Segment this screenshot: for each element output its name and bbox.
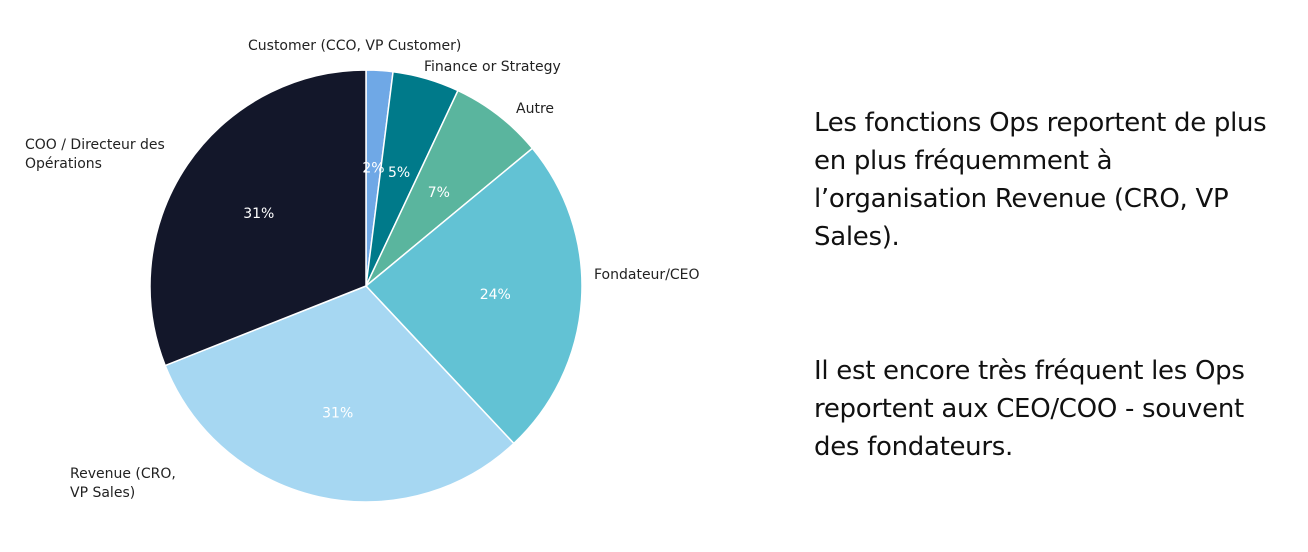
pie-category-label-line: Revenue (CRO, (70, 466, 176, 482)
pie-category-label-line: COO / Directeur des (25, 137, 165, 153)
pie-category-label-line: Autre (516, 101, 554, 117)
note-ceo-coo-reporting: Il est encore très fréquent les Ops repo… (814, 356, 1245, 462)
pie-value-label: 31% (243, 206, 274, 222)
pie-category-labels: Customer (CCO, VP Customer) Finance or St… (25, 38, 700, 501)
pie-category-label: Finance or Strategy (424, 59, 561, 75)
pie-category-label: COO / Directeur des Opérations (25, 137, 165, 172)
pie-value-label: 5% (388, 165, 410, 181)
pie-value-label: 2% (362, 160, 384, 176)
pie-category-label-line: Customer (CCO, VP Customer) (248, 38, 461, 54)
pie-value-labels: 2% 5% 7% 24% 31% 31% (243, 160, 511, 421)
pie-category-label-line: VP Sales) (70, 485, 135, 501)
pie-category-label-line: Finance or Strategy (424, 59, 561, 75)
pie-value-label: 7% (428, 185, 450, 201)
pie-category-label: Fondateur/CEO (594, 267, 700, 283)
pie-slice-4 (364, 147, 583, 445)
note-revenue-trend: Les fonctions Ops reportent de plus en p… (814, 108, 1267, 252)
pie-slice-5 (164, 285, 515, 503)
pie-chart: 2% 5% 7% 24% 31% 31% Customer (CCO, VP Custom… (25, 38, 700, 503)
pie-category-label: Autre (516, 101, 554, 117)
pie-category-label: Customer (CCO, VP Customer) (248, 38, 461, 54)
pie-value-label: 31% (322, 406, 353, 422)
pie-category-label: Revenue (CRO, VP Sales) (70, 466, 176, 501)
pie-value-label: 24% (480, 287, 511, 303)
pie-slice-6 (149, 69, 367, 367)
pie-slices (149, 69, 583, 503)
pie-category-label-line: Fondateur/CEO (594, 267, 700, 283)
pie-category-label-line: Opérations (25, 156, 102, 172)
